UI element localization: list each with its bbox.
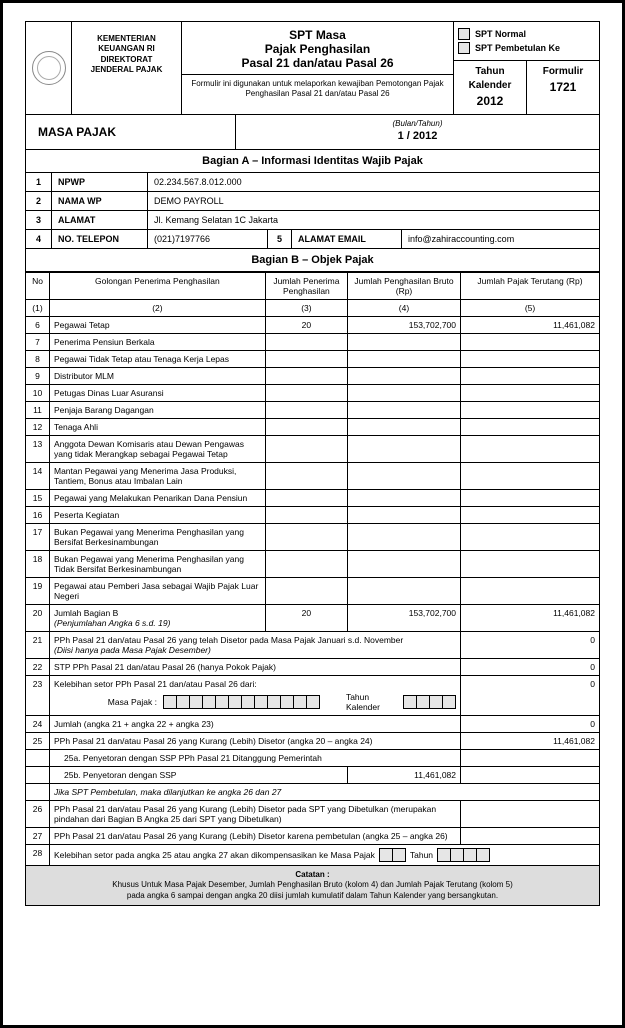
email-value: info@zahiraccounting.com: [402, 230, 599, 248]
row-20: 20 Jumlah Bagian B (Penjumlahan Angka 6 …: [26, 604, 600, 631]
masa-boxes-28[interactable]: [379, 848, 406, 862]
table-row: 14Mantan Pegawai yang Menerima Jasa Prod…: [26, 462, 600, 489]
table-row: 7Penerima Pensiun Berkala: [26, 333, 600, 350]
alamat-row: 3 ALAMAT Jl. Kemang Selatan 1C Jakarta: [25, 211, 600, 230]
bagian-a-header: Bagian A – Informasi Identitas Wajib Paj…: [25, 150, 600, 173]
masa-pajak-boxes[interactable]: [163, 695, 320, 709]
row-26: 26 PPh Pasal 21 dan/atau Pasal 26 yang K…: [26, 800, 600, 827]
bagian-b-table: No Golongan Penerima Penghasilan Jumlah …: [25, 272, 600, 866]
catatan-box: Catatan : Khusus Untuk Masa Pajak Desemb…: [25, 866, 600, 906]
ministry-line: KEUANGAN RI: [76, 44, 177, 54]
table-row: 17Bukan Pegawai yang Menerima Penghasila…: [26, 523, 600, 550]
masa-pajak-label: MASA PAJAK: [26, 115, 236, 149]
header: KEMENTERIAN KEUANGAN RI DIREKTORAT JENDE…: [25, 21, 600, 115]
ministry-col: KEMENTERIAN KEUANGAN RI DIREKTORAT JENDE…: [72, 22, 182, 114]
telepon-value: (021)7197766: [148, 230, 268, 248]
ministry-line: DIREKTORAT: [76, 55, 177, 65]
table-row: 15Pegawai yang Melakukan Penarikan Dana …: [26, 489, 600, 506]
table-row: 19Pegawai atau Pemberi Jasa sebagai Waji…: [26, 577, 600, 604]
npwp-row: 1 NPWP 02.234.567.8.012.000: [25, 173, 600, 192]
formulir-box: Formulir 1721: [527, 61, 599, 114]
row-jika: Jika SPT Pembetulan, maka dilanjutkan ke…: [26, 783, 600, 800]
masa-pajak-value-box: (Bulan/Tahun) 1 / 2012: [236, 115, 599, 149]
row-25b: 25b. Penyetoran dengan SSP 11,461,082: [26, 766, 600, 783]
form-page: KEMENTERIAN KEUANGAN RI DIREKTORAT JENDE…: [0, 0, 625, 1028]
spt-pembetulan-checkbox[interactable]: [458, 42, 470, 54]
bagian-b-header: Bagian B – Objek Pajak: [25, 249, 600, 272]
table-row: 11Penjaja Barang Dagangan: [26, 401, 600, 418]
row-25a: 25a. Penyetoran dengan SSP PPh Pasal 21 …: [26, 749, 600, 766]
right-col: SPT Normal SPT Pembetulan Ke Tahun Kalen…: [454, 22, 599, 114]
row-28: 28 Kelebihan setor pada angka 25 atau an…: [26, 844, 600, 865]
table-row: 9Distributor MLM: [26, 367, 600, 384]
ministry-line: KEMENTERIAN: [76, 34, 177, 44]
nama-row: 2 NAMA WP DEMO PAYROLL: [25, 192, 600, 211]
masa-pajak-row: MASA PAJAK (Bulan/Tahun) 1 / 2012: [25, 115, 600, 150]
form-title: SPT Masa Pajak Penghasilan Pasal 21 dan/…: [182, 22, 453, 75]
row-27: 27 PPh Pasal 21 dan/atau Pasal 26 yang K…: [26, 827, 600, 844]
table-row: 6Pegawai Tetap20153,702,70011,461,082: [26, 316, 600, 333]
ministry-line: JENDERAL PAJAK: [76, 65, 177, 75]
spt-pembetulan-label: SPT Pembetulan Ke: [475, 43, 560, 53]
npwp-value: 02.234.567.8.012.000: [148, 173, 599, 191]
garuda-logo: [32, 51, 66, 85]
row-24: 24 Jumlah (angka 21 + angka 22 + angka 2…: [26, 715, 600, 732]
row-25: 25 PPh Pasal 21 dan/atau Pasal 26 yang K…: [26, 732, 600, 749]
row-21: 21 PPh Pasal 21 dan/atau Pasal 26 yang t…: [26, 631, 600, 658]
table-row: 12Tenaga Ahli: [26, 418, 600, 435]
spt-type-box: SPT Normal SPT Pembetulan Ke: [454, 22, 599, 61]
table-row: 13Anggota Dewan Komisaris atau Dewan Pen…: [26, 435, 600, 462]
title-col: SPT Masa Pajak Penghasilan Pasal 21 dan/…: [182, 22, 454, 114]
row-23: 23 Kelebihan setor PPh Pasal 21 dan/atau…: [26, 675, 600, 715]
logo-col: [26, 22, 72, 114]
contact-row: 4 NO. TELEPON (021)7197766 5 ALAMAT EMAI…: [25, 230, 600, 249]
tahun-boxes-28[interactable]: [437, 848, 490, 862]
tahun-kalender-boxes[interactable]: [403, 695, 456, 709]
table-row: 10Petugas Dinas Luar Asuransi: [26, 384, 600, 401]
spt-normal-label: SPT Normal: [475, 29, 526, 39]
row-22: 22 STP PPh Pasal 21 dan/atau Pasal 26 (h…: [26, 658, 600, 675]
spt-normal-checkbox[interactable]: [458, 28, 470, 40]
table-row: 8Pegawai Tidak Tetap atau Tenaga Kerja L…: [26, 350, 600, 367]
alamat-value: Jl. Kemang Selatan 1C Jakarta: [148, 211, 599, 229]
table-row: 16Peserta Kegiatan: [26, 506, 600, 523]
nama-value: DEMO PAYROLL: [148, 192, 599, 210]
form-description: Formulir ini digunakan untuk melaporkan …: [182, 75, 453, 102]
table-row: 18Bukan Pegawai yang Menerima Penghasila…: [26, 550, 600, 577]
tahun-kalender-box: Tahun Kalender 2012: [454, 61, 527, 114]
